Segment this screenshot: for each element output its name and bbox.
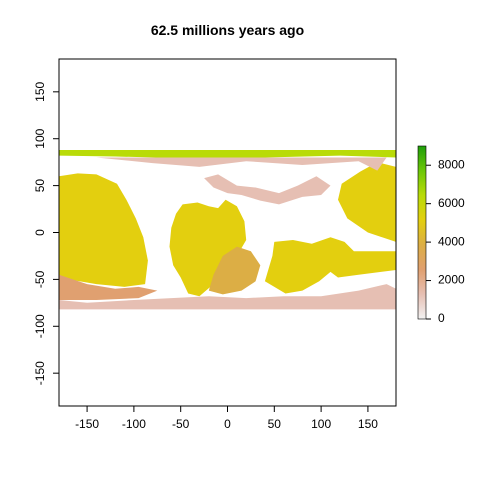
y-tick-label: -50 [33,270,47,288]
region-north-arc [204,174,331,205]
y-tick-label: -150 [33,361,47,385]
legend-tick-label: 8000 [438,157,465,171]
legend-tick-label: 2000 [438,273,465,287]
region-north-band [59,150,396,159]
y-tick-label: 50 [33,179,47,193]
region-south-east-landmass [264,237,396,294]
region-south-band [59,284,396,310]
legend-tick-label: 6000 [438,196,465,210]
x-tick-label: -150 [75,417,99,431]
y-tick-label: 100 [33,128,47,148]
x-tick-label: -100 [122,417,146,431]
color-legend: 0 2000 4000 6000 8000 [417,145,465,325]
region-north-coast [59,157,387,171]
chart-title: 62.5 millions years ago [150,22,305,38]
x-tick-label: 0 [224,417,231,431]
y-axis: -150 -100 -50 0 50 100 150 [33,81,60,385]
x-tick-label: 150 [358,417,378,431]
region-west-landmass-south [59,274,158,300]
region-africa-block [208,246,261,295]
x-tick-label: -50 [172,417,190,431]
legend-tick-label: 4000 [438,234,465,248]
y-tick-label: 150 [33,81,47,101]
legend-color-bar [417,145,427,320]
legend-tick-label: 0 [438,311,445,325]
y-tick-label: -100 [33,314,47,338]
y-tick-label: 0 [33,229,47,236]
region-central-landmass [169,199,247,297]
region-east-landmass [338,162,396,242]
map-layer [59,150,396,310]
x-tick-label: 50 [268,417,282,431]
region-west-landmass [59,173,148,287]
x-axis: -150 -100 -50 0 50 100 150 [75,405,378,431]
x-tick-label: 100 [311,417,331,431]
